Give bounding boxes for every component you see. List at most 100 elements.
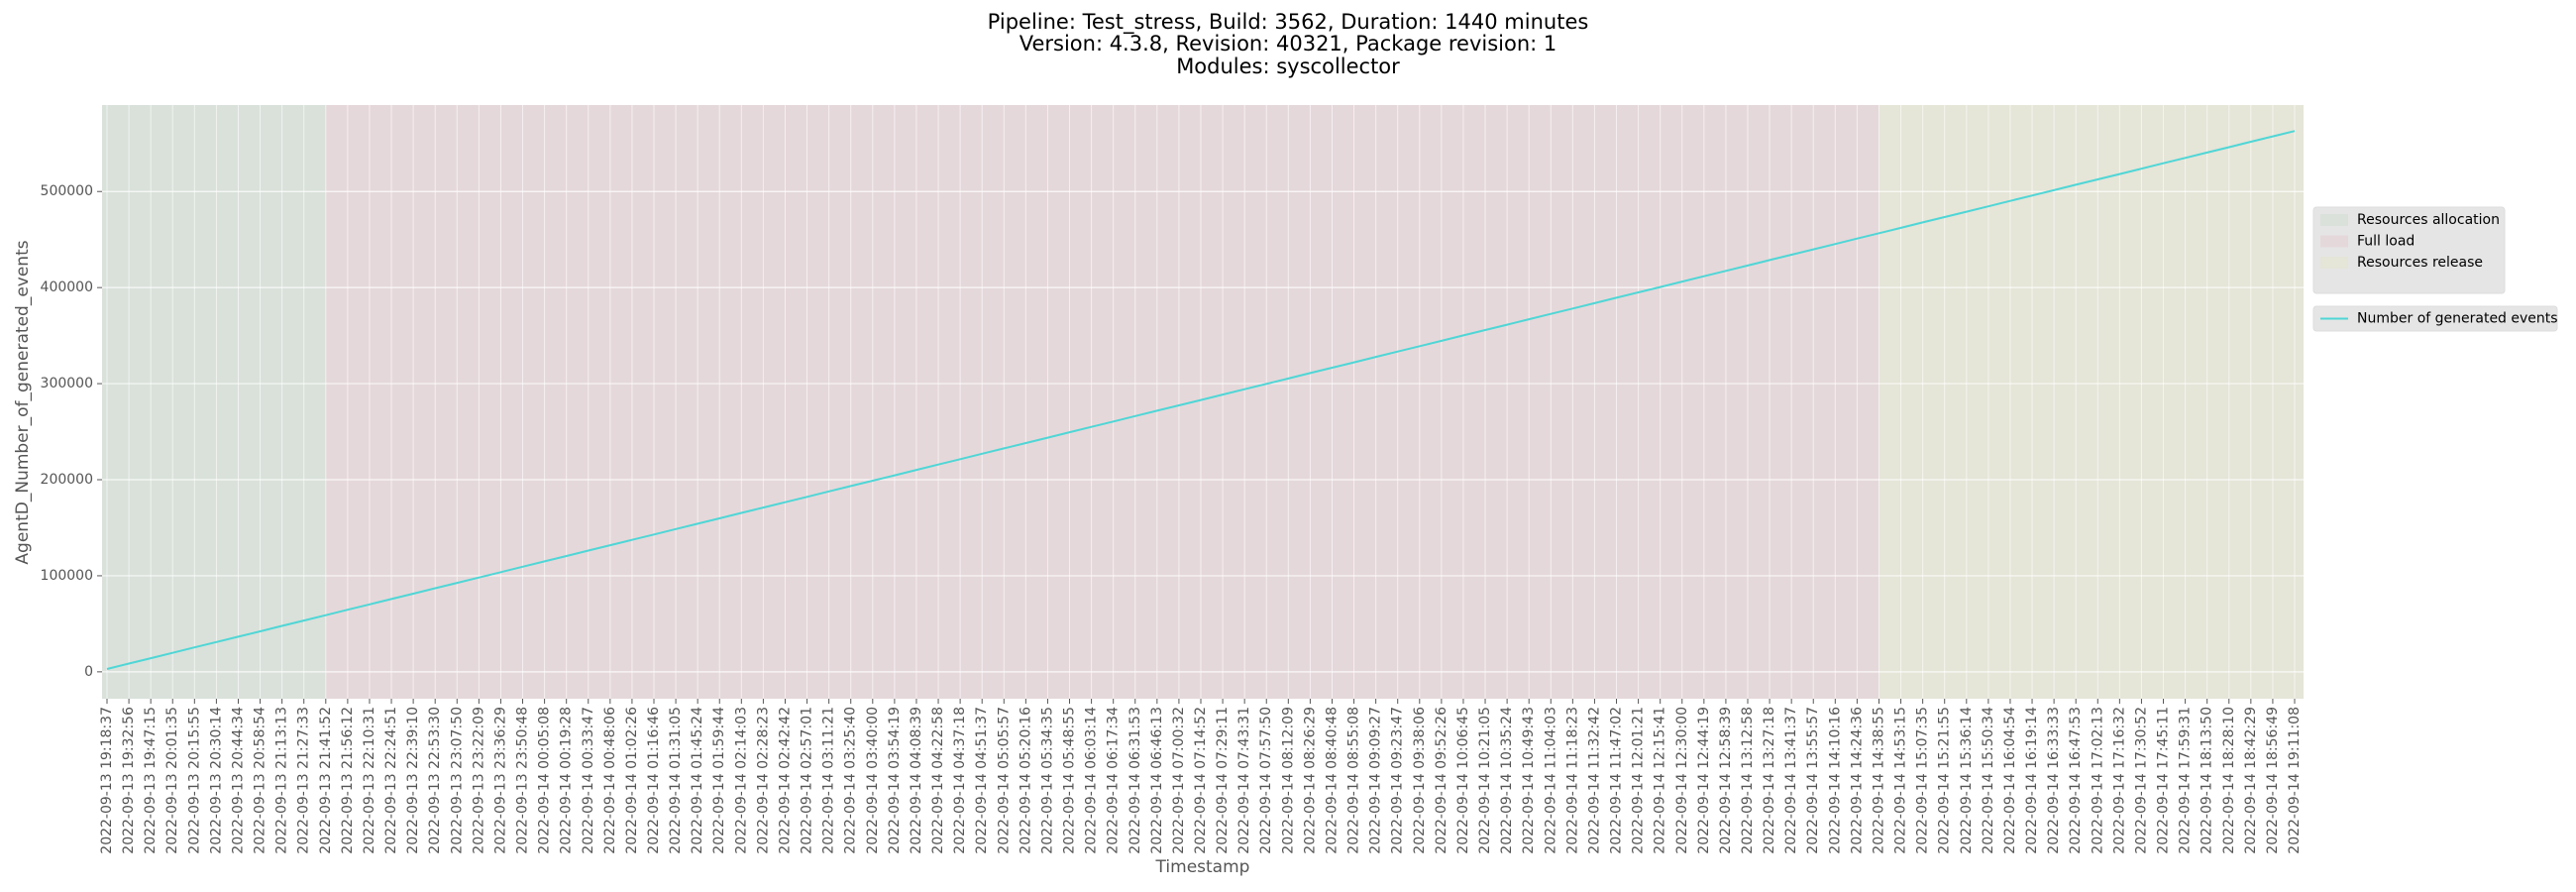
x-tick-label: 2022-09-14 17:30:52: [2133, 707, 2149, 854]
x-tick-label: 2022-09-13 22:10:31: [362, 707, 377, 854]
x-tick-label: 2022-09-14 11:18:23: [1564, 707, 1580, 854]
x-tick-label: 2022-09-14 12:01:21: [1631, 707, 1647, 854]
x-tick-label: 2022-09-14 09:52:26: [1434, 707, 1449, 854]
x-tick-label: 2022-09-14 01:59:44: [711, 707, 727, 854]
x-tick-label: 2022-09-14 10:35:24: [1499, 707, 1515, 854]
x-tick-label: 2022-09-14 05:34:35: [1039, 707, 1055, 854]
x-tick-label: 2022-09-14 00:48:06: [602, 707, 618, 854]
x-tick-label: 2022-09-14 13:27:18: [1762, 707, 1777, 854]
x-tick-label: 2022-09-14 14:53:15: [1893, 707, 1909, 854]
x-tick-label: 2022-09-13 20:01:35: [164, 707, 180, 854]
x-tick-label: 2022-09-14 07:14:52: [1193, 707, 1209, 854]
x-tick-label: 2022-09-14 06:03:14: [1084, 707, 1100, 854]
x-tick-label: 2022-09-14 12:58:39: [1718, 707, 1734, 854]
legend-label: Full load: [2357, 234, 2415, 250]
legend-box: [2312, 305, 2558, 332]
x-tick-label: 2022-09-14 07:57:50: [1258, 707, 1274, 854]
y-tick-label: 400000: [41, 279, 93, 295]
x-tick-label: 2022-09-13 20:58:54: [253, 707, 268, 854]
x-tick-label: 2022-09-14 00:05:08: [537, 707, 553, 854]
x-tick-label: 2022-09-14 04:08:39: [909, 707, 924, 854]
x-tick-label: 2022-09-14 15:21:55: [1937, 707, 1953, 854]
x-tick-label: 2022-09-14 06:17:34: [1106, 707, 1122, 854]
x-tick-label: 2022-09-14 15:07:35: [1915, 707, 1931, 854]
x-tick-label: 2022-09-14 18:42:29: [2243, 707, 2259, 854]
x-tick-label: 2022-09-14 14:24:36: [1849, 707, 1865, 854]
chart-title: Pipeline: Test_stress, Build: 3562, Dura…: [988, 10, 1589, 35]
x-tick-label: 2022-09-14 10:21:05: [1477, 707, 1493, 854]
x-tick-label: 2022-09-14 16:47:53: [2068, 707, 2084, 854]
x-tick-label: 2022-09-14 08:12:09: [1280, 707, 1296, 854]
x-tick-label: 2022-09-13 23:36:29: [492, 707, 508, 854]
x-tick-label: 2022-09-14 17:45:11: [2156, 707, 2172, 854]
x-tick-label: 2022-09-14 01:16:46: [646, 707, 662, 854]
x-tick-label: 2022-09-14 03:54:19: [887, 707, 903, 854]
x-tick-label: 2022-09-14 17:59:31: [2178, 707, 2194, 854]
x-tick-label: 2022-09-14 12:44:19: [1696, 707, 1712, 854]
x-tick-label: 2022-09-14 07:00:32: [1171, 707, 1187, 854]
series-line: [106, 130, 2296, 670]
y-axis-label: AgentD_Number_of_generated_events: [13, 240, 33, 564]
x-tick-label: 2022-09-14 02:42:42: [777, 707, 793, 854]
x-tick-label: 2022-09-14 18:56:49: [2265, 707, 2281, 854]
x-tick-label: 2022-09-14 11:47:02: [1609, 707, 1625, 854]
x-tick-label: 2022-09-14 09:38:06: [1412, 707, 1428, 854]
x-tick-label: 2022-09-14 04:22:58: [930, 707, 946, 854]
legend-label: Number of generated events: [2357, 311, 2558, 327]
x-tick-label: 2022-09-14 01:02:26: [624, 707, 640, 854]
x-tick-label: 2022-09-14 12:30:00: [1674, 707, 1690, 854]
phase-span: [325, 105, 1879, 699]
x-tick-label: 2022-09-14 08:55:08: [1346, 707, 1362, 854]
legend-swatch: [2320, 214, 2348, 226]
x-tick-label: 2022-09-14 13:41:37: [1783, 707, 1799, 854]
legend-label: Resources release: [2357, 255, 2483, 271]
x-tick-label: 2022-09-13 22:53:30: [427, 707, 443, 854]
x-tick-label: 2022-09-14 00:19:28: [559, 707, 575, 854]
x-axis-label: Timestamp: [1155, 857, 1250, 877]
x-tick-label: 2022-09-14 16:33:33: [2046, 707, 2062, 854]
x-tick-label: 2022-09-14 18:13:50: [2200, 707, 2215, 854]
x-tick-label: 2022-09-14 03:11:21: [821, 707, 837, 854]
x-tick-label: 2022-09-14 03:25:40: [843, 707, 859, 854]
x-tick-label: 2022-09-13 20:44:34: [230, 707, 246, 854]
x-tick-label: 2022-09-14 08:26:29: [1302, 707, 1318, 854]
x-tick-label: 2022-09-13 19:18:37: [99, 707, 115, 854]
y-tick-label: 500000: [41, 183, 93, 199]
x-tick-label: 2022-09-14 17:02:13: [2090, 707, 2105, 854]
x-tick-label: 2022-09-13 19:47:15: [143, 707, 159, 854]
legend-label: Resources allocation: [2357, 212, 2500, 228]
x-tick-label: 2022-09-14 10:49:43: [1521, 707, 1537, 854]
x-tick-label: 2022-09-14 08:40:48: [1324, 707, 1340, 854]
x-tick-label: 2022-09-14 05:20:16: [1018, 707, 1033, 854]
x-tick-label: 2022-09-14 02:28:23: [755, 707, 771, 854]
x-tick-label: 2022-09-13 21:27:33: [296, 707, 312, 854]
x-tick-label: 2022-09-13 20:15:55: [186, 707, 202, 854]
x-tick-label: 2022-09-14 09:23:47: [1390, 707, 1406, 854]
x-tick-label: 2022-09-13 19:32:56: [121, 707, 137, 854]
x-tick-label: 2022-09-14 10:06:45: [1455, 707, 1471, 854]
x-tick-label: 2022-09-13 23:07:50: [449, 707, 465, 854]
chart-title: Modules: syscollector: [1176, 55, 1400, 78]
x-tick-label: 2022-09-13 21:41:52: [318, 707, 334, 854]
x-tick-label: 2022-09-14 19:11:08: [2287, 707, 2303, 854]
x-tick-label: 2022-09-13 20:30:14: [208, 707, 224, 854]
x-tick-label: 2022-09-14 07:29:11: [1215, 707, 1231, 854]
y-tick-label: 100000: [41, 568, 93, 584]
x-tick-label: 2022-09-14 11:04:03: [1543, 707, 1558, 854]
x-tick-label: 2022-09-13 22:39:10: [405, 707, 421, 854]
x-tick-label: 2022-09-14 14:38:55: [1871, 707, 1886, 854]
x-tick-label: 2022-09-13 23:22:09: [471, 707, 486, 854]
y-tick-label: 0: [84, 664, 93, 680]
x-tick-label: 2022-09-14 09:09:27: [1368, 707, 1384, 854]
x-tick-label: 2022-09-14 01:45:24: [690, 707, 705, 854]
x-tick-label: 2022-09-14 15:36:14: [1959, 707, 1975, 854]
y-tick-label: 200000: [41, 472, 93, 488]
x-tick-label: 2022-09-14 01:31:05: [668, 707, 684, 854]
y-tick-label: 300000: [41, 376, 93, 391]
x-tick-label: 2022-09-14 11:32:42: [1586, 707, 1602, 854]
phase-span: [102, 105, 326, 699]
x-tick-label: 2022-09-14 13:55:57: [1805, 707, 1821, 854]
x-tick-label: 2022-09-14 16:19:14: [2024, 707, 2040, 854]
